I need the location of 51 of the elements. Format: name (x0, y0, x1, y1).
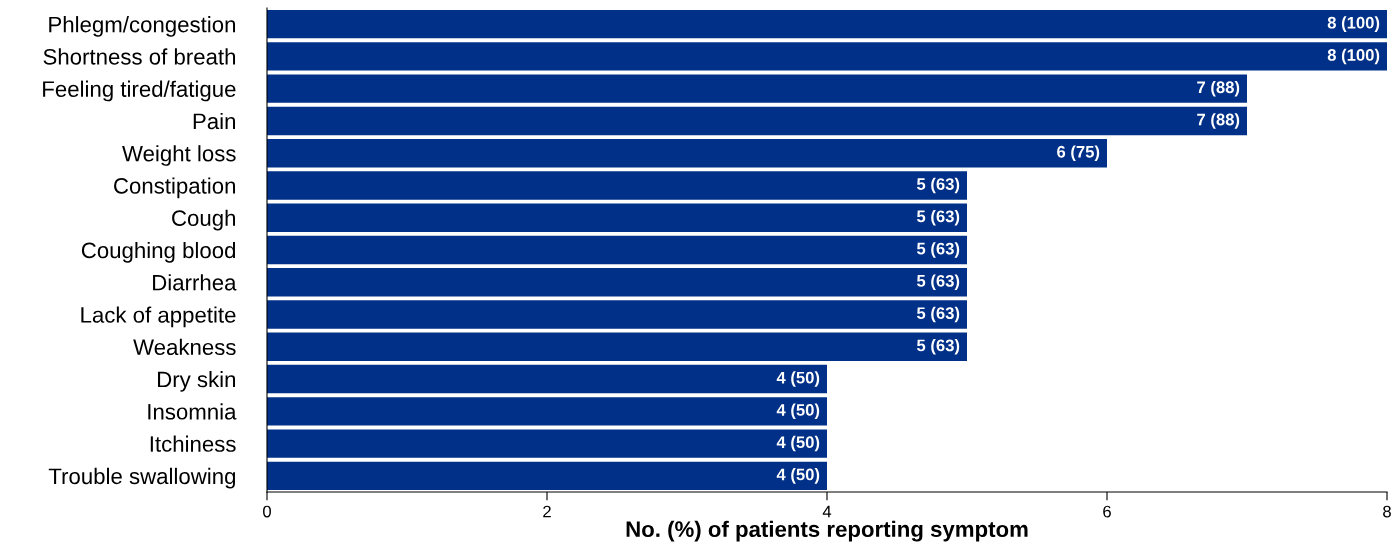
data-label: 8 (100) (1327, 48, 1380, 65)
y-tick-label: Feeling tired/fatigue (43, 80, 236, 102)
data-label: 4 (50) (776, 403, 820, 420)
data-label: 4 (50) (776, 371, 820, 387)
bar (267, 268, 967, 297)
bar (267, 461, 827, 491)
y-tick-label: Trouble swallowing (48, 467, 236, 489)
y-tick-label: Lack of appetite (81, 306, 236, 328)
data-label: 7 (88) (1197, 80, 1240, 97)
bar (267, 300, 967, 329)
data-label: 8 (100) (1327, 16, 1380, 32)
data-label: 5 (63) (916, 339, 960, 355)
x-axis-title: No. (%) of patients reporting symptom (626, 520, 1028, 542)
bar (267, 203, 967, 232)
y-tick-label: Coughing blood (81, 241, 236, 263)
bar (267, 106, 1247, 136)
y-tick-label: Phlegm/congestion (49, 16, 236, 37)
y-tick-label: Itchiness (150, 435, 236, 452)
x-tick-label: 4 (822, 505, 832, 518)
y-tick-label: Constipation (114, 177, 236, 199)
bar (267, 235, 967, 265)
x-tick-label: 2 (543, 505, 551, 518)
bar (267, 171, 967, 200)
data-label: 5 (63) (916, 306, 960, 323)
bar (267, 139, 1107, 168)
data-label: 5 (63) (916, 274, 960, 291)
data-label: 5 (63) (916, 209, 960, 226)
data-label: 4 (50) (776, 468, 820, 484)
bar (267, 397, 827, 426)
data-label: 5 (63) (916, 242, 960, 258)
data-label: 4 (50) (776, 435, 820, 452)
bar (267, 74, 1247, 103)
data-label: 7 (88) (1197, 113, 1240, 129)
y-tick-label: Pain (193, 112, 235, 130)
bar (267, 429, 827, 458)
data-label: 5 (63) (916, 177, 960, 194)
bar (267, 9, 1387, 39)
x-tick-label: 0 (263, 505, 271, 518)
bar (267, 332, 967, 361)
x-tick-label: 6 (1103, 505, 1111, 518)
y-tick-label: Insomnia (148, 403, 237, 420)
y-tick-label: Weakness (133, 338, 236, 356)
y-tick-label: Weight loss (122, 145, 236, 166)
data-label: 6 (75) (1057, 145, 1100, 161)
y-tick-label: Shortness of breath (43, 48, 236, 65)
y-tick-label: Dry skin (158, 371, 235, 392)
bar (267, 42, 1387, 71)
x-tick-label: 8 (1383, 505, 1391, 518)
bar (267, 364, 827, 394)
y-tick-label: Cough (172, 209, 236, 231)
y-tick-label: Diarrhea (153, 274, 237, 291)
